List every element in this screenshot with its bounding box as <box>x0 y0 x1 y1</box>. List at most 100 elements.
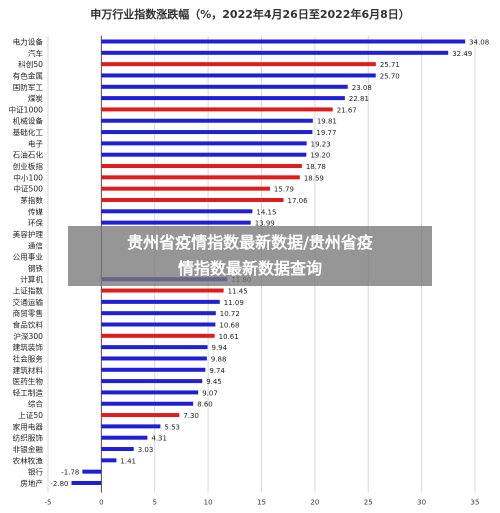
bar <box>101 84 348 89</box>
chart-title: 申万行业指数涨跌幅（%，2022年4月26日至2022年6月8日） <box>90 8 410 21</box>
value-label: 10.68 <box>219 322 239 330</box>
category-label: 家用电器 <box>13 421 44 431</box>
value-label: 23.08 <box>352 84 372 92</box>
value-label: 19.77 <box>316 129 336 137</box>
value-label: 18.59 <box>304 174 324 182</box>
bar <box>101 141 307 146</box>
category-label: 中小100 <box>13 172 43 182</box>
bar <box>101 164 302 169</box>
x-tick-label: 10 <box>204 499 213 507</box>
bar <box>101 401 194 406</box>
bar <box>101 367 206 372</box>
x-tick-label: 25 <box>364 499 373 507</box>
bar <box>101 390 199 395</box>
category-label: 计算机 <box>20 274 43 284</box>
category-label: 综合 <box>28 399 44 409</box>
category-label: 纺织服饰 <box>13 433 44 443</box>
bar <box>101 458 117 463</box>
category-label: 创业板指 <box>13 161 44 171</box>
value-label: 22.81 <box>349 95 369 103</box>
bar <box>101 62 376 67</box>
value-label: 19.20 <box>310 152 330 160</box>
bar <box>101 288 224 293</box>
category-label: 非银金融 <box>13 444 44 454</box>
category-label: 通信 <box>28 240 44 250</box>
bar <box>101 345 208 350</box>
category-label: 银行 <box>28 467 44 477</box>
value-label: 10.61 <box>219 333 239 341</box>
category-label: 社会服务 <box>13 353 44 363</box>
value-label: 9.45 <box>206 378 222 386</box>
bar <box>101 435 148 440</box>
bar <box>101 356 207 361</box>
bar <box>101 333 215 338</box>
x-tick-label: -5 <box>45 499 52 507</box>
category-label: 煤炭 <box>28 93 44 103</box>
value-label: 11.09 <box>224 299 244 307</box>
bar <box>101 118 313 123</box>
value-label: 25.71 <box>380 61 400 69</box>
category-label: 国防军工 <box>13 82 44 92</box>
category-label: 电子 <box>28 138 44 148</box>
value-label: 17.06 <box>287 197 308 205</box>
category-label: 茅指数 <box>20 195 43 205</box>
bar <box>101 107 333 112</box>
watermark-banner: 贵州省疫情指数最新数据/贵州省疫 情指数最新数据查询 <box>68 226 432 286</box>
bar <box>101 322 216 327</box>
bar <box>101 39 466 44</box>
value-label: 9.74 <box>209 367 225 375</box>
x-tick-label: 20 <box>310 499 319 507</box>
category-label: 建筑装饰 <box>13 342 44 352</box>
category-label: 商贸零售 <box>13 308 43 318</box>
value-label: 5.53 <box>164 423 180 431</box>
bar <box>101 447 134 452</box>
value-label: 3.03 <box>138 446 154 454</box>
category-label: 上证指数 <box>13 286 44 296</box>
x-tick-label: 30 <box>417 499 426 507</box>
bar <box>101 130 313 135</box>
value-label: 11.45 <box>228 288 248 296</box>
category-label: 建筑材料 <box>13 365 44 375</box>
bar <box>101 299 220 304</box>
bar <box>101 379 203 384</box>
value-label: 4.31 <box>151 435 167 443</box>
category-label: 沪深300 <box>13 331 43 341</box>
category-label: 科创50 <box>18 59 43 69</box>
value-label: 21.67 <box>337 106 357 114</box>
banner-line-1: 贵州省疫情指数最新数据/贵州省疫 <box>127 233 373 252</box>
bar <box>71 480 102 485</box>
bar <box>101 424 161 429</box>
bar <box>101 209 253 214</box>
x-tick-label: 35 <box>471 499 480 507</box>
bar <box>101 413 180 418</box>
category-label: 汽车 <box>28 48 44 58</box>
bar <box>101 152 307 157</box>
banner-line-2: 情指数最新数据查询 <box>177 259 322 278</box>
category-label: 石油石化 <box>13 150 44 160</box>
value-label: 8.60 <box>197 401 213 409</box>
x-tick-label: 5 <box>153 499 157 507</box>
value-label: -1.78 <box>61 469 79 477</box>
bar <box>101 73 376 78</box>
category-label: 电力设备 <box>13 37 44 47</box>
category-label: 有色金属 <box>13 70 43 80</box>
bar <box>101 311 216 316</box>
category-label: 中证500 <box>13 184 43 194</box>
x-tick-label: 0 <box>99 499 103 507</box>
x-tick-label: 15 <box>257 499 266 507</box>
value-label: 10.72 <box>220 310 240 318</box>
category-label: 环保 <box>28 219 44 228</box>
category-label: 钢铁 <box>28 263 44 273</box>
bar <box>101 197 284 202</box>
bar <box>101 186 270 191</box>
bar <box>101 175 300 180</box>
category-label: 机械设备 <box>13 116 44 126</box>
value-label: 9.94 <box>211 344 227 352</box>
category-label: 基础化工 <box>13 127 44 137</box>
category-label: 食品饮料 <box>13 320 44 330</box>
category-label: 农林牧渔 <box>13 455 44 465</box>
category-label: 交通运输 <box>13 297 44 307</box>
category-label: 中证1000 <box>8 104 43 114</box>
